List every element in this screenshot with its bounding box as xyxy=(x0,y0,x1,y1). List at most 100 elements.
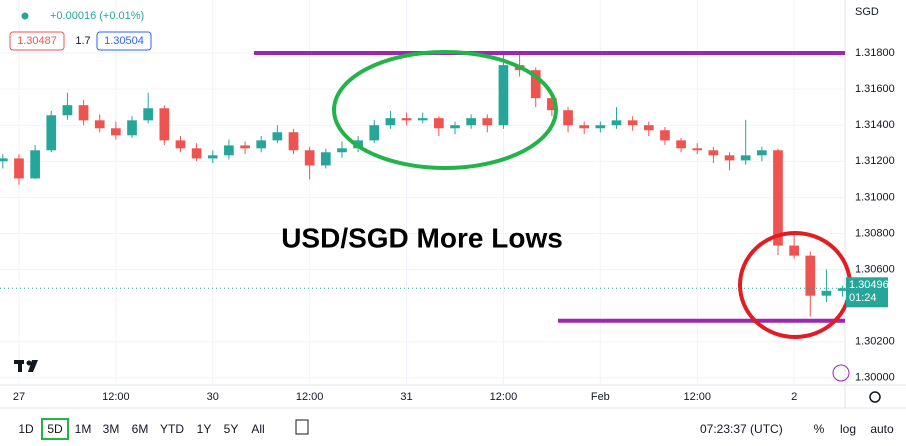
candle xyxy=(191,143,202,162)
candle-body xyxy=(805,255,816,296)
candle-body xyxy=(159,108,170,141)
spread: 1.7 xyxy=(75,35,90,47)
candle-body xyxy=(724,155,735,161)
candle xyxy=(320,148,331,169)
change: +0.00016 (+0.01%) xyxy=(50,10,144,22)
range-button[interactable]: 1Y xyxy=(197,422,212,436)
candle xyxy=(773,148,783,256)
scale-option[interactable]: % xyxy=(814,422,825,436)
candle-body xyxy=(482,118,493,126)
candle xyxy=(530,67,541,108)
candle-body xyxy=(434,118,444,129)
candle xyxy=(821,269,832,303)
x-tick-label: 2 xyxy=(791,391,797,403)
candle-body xyxy=(773,150,783,246)
y-tick-label: 1.31800 xyxy=(855,47,895,59)
candle xyxy=(0,154,8,169)
candle-body xyxy=(627,120,638,126)
currency[interactable]: SGD xyxy=(855,6,879,18)
candle-body xyxy=(401,118,412,121)
candle xyxy=(94,114,105,133)
candle-body xyxy=(46,115,57,151)
scale-option[interactable]: auto xyxy=(870,422,894,436)
y-tick-label: 1.30600 xyxy=(855,263,895,275)
candle-body xyxy=(821,290,832,296)
range-button[interactable]: 6M xyxy=(132,422,149,436)
y-tick-label: 1.30200 xyxy=(855,336,895,348)
candle-body xyxy=(337,148,347,153)
candle xyxy=(482,114,493,133)
candle xyxy=(385,110,396,129)
candle xyxy=(724,152,735,171)
range-button[interactable]: 3M xyxy=(103,422,120,436)
candle-body xyxy=(288,132,299,151)
overlay-title: USD/SGD More Lows xyxy=(281,222,563,253)
candle xyxy=(288,128,299,155)
clock: 07:23:37 (UTC) xyxy=(700,422,783,436)
y-tick-label: 1.30000 xyxy=(855,372,895,384)
candle-body xyxy=(14,158,24,179)
events-icon[interactable] xyxy=(832,364,850,382)
candle xyxy=(143,92,154,124)
candle-body xyxy=(740,155,751,161)
candle-body xyxy=(837,288,848,291)
x-tick-label: 30 xyxy=(207,391,219,403)
candle-body xyxy=(143,108,154,121)
settings-icon[interactable] xyxy=(869,391,881,403)
candle xyxy=(837,285,848,297)
candle xyxy=(256,136,267,153)
ask-box[interactable] xyxy=(96,31,152,51)
countdown: 01:24 xyxy=(849,292,877,304)
candle xyxy=(240,141,250,155)
range-button[interactable]: YTD xyxy=(160,422,184,436)
candle xyxy=(756,146,767,162)
candle xyxy=(450,121,460,135)
range-button[interactable]: 1M xyxy=(75,422,92,436)
candle xyxy=(304,146,315,180)
candle-body xyxy=(175,140,186,149)
candle-body xyxy=(547,98,557,111)
bid-box[interactable] xyxy=(9,31,65,51)
candle xyxy=(579,121,590,135)
x-tick-label: 12:00 xyxy=(102,391,130,403)
y-tick-label: 1.31600 xyxy=(855,83,895,95)
candle-body xyxy=(207,155,218,159)
range-button[interactable]: All xyxy=(251,422,264,436)
candle-body xyxy=(595,125,606,129)
candle-body xyxy=(272,132,283,141)
candle-body xyxy=(450,125,460,129)
candle xyxy=(62,92,73,120)
candle-body xyxy=(563,110,573,126)
range-button[interactable]: 5D xyxy=(47,422,63,436)
candle-body xyxy=(369,125,380,141)
candle xyxy=(466,114,476,129)
candle-body xyxy=(0,158,8,162)
range-button[interactable]: 1D xyxy=(18,422,34,436)
date-range-icon[interactable] xyxy=(295,419,309,435)
range-button[interactable]: 5Y xyxy=(224,422,239,436)
candle xyxy=(159,105,170,146)
candle-body xyxy=(530,70,541,99)
candle-body xyxy=(127,120,137,136)
last-price: 1.30496 xyxy=(849,279,889,291)
candle-body xyxy=(224,145,234,156)
x-tick-label: 12:00 xyxy=(296,391,324,403)
x-tick-label: 27 xyxy=(13,391,25,403)
candle-body xyxy=(676,140,686,149)
candle-body xyxy=(385,118,396,126)
scale-option[interactable]: log xyxy=(840,422,856,436)
candle-body xyxy=(708,150,719,156)
candle-body xyxy=(78,105,89,121)
candle-body xyxy=(417,118,428,121)
candle xyxy=(78,99,89,126)
candle-body xyxy=(94,120,105,129)
candle-body xyxy=(256,140,267,149)
candle-body xyxy=(191,148,202,159)
candle xyxy=(14,154,24,185)
candle xyxy=(224,139,234,160)
candle xyxy=(627,116,638,131)
candle-body xyxy=(240,145,250,149)
candle xyxy=(643,121,654,137)
candle xyxy=(337,141,347,158)
candle xyxy=(127,116,137,138)
